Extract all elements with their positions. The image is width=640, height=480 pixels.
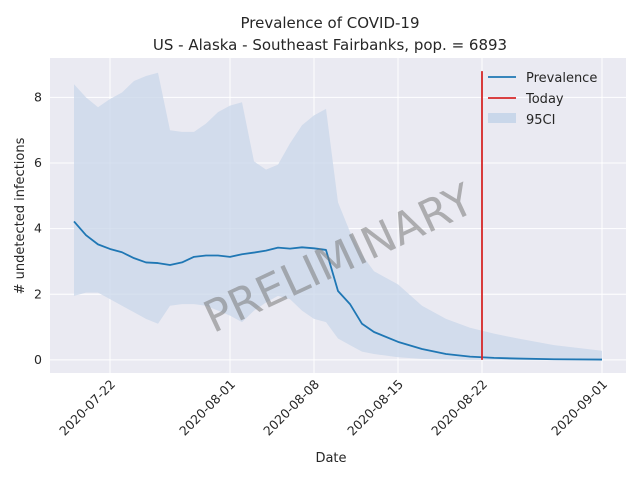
chart-title: Prevalence of COVID-19: [240, 14, 419, 32]
x-tick-label: 2020-07-22: [56, 377, 118, 439]
x-axis-label: Date: [315, 451, 346, 466]
x-axis-ticks: 2020-07-22 2020-08-01 2020-08-08 2020-08-15…: [56, 376, 610, 438]
prevalence-line-layer: [73, 220, 603, 361]
y-axis-ticks: 0 2 4 6 8: [34, 89, 42, 367]
y-tick-label: 0: [34, 352, 42, 367]
prevalence-line: [73, 220, 603, 361]
y-tick-label: 4: [34, 221, 42, 236]
y-tick-label: 8: [34, 89, 42, 104]
legend: Prevalence Today 95CI: [488, 71, 597, 128]
ci-band-layer: [74, 72, 602, 360]
x-tick-label: 2020-08-08: [260, 376, 322, 438]
ci-band: [74, 72, 602, 360]
y-axis-label: # undetected infections: [13, 137, 28, 294]
legend-label-ci: 95CI: [526, 113, 555, 128]
legend-label-today: Today: [525, 92, 564, 107]
legend-label-prevalence: Prevalence: [526, 71, 597, 86]
legend-swatch-ci: [488, 113, 516, 123]
x-tick-label: 2020-08-15: [344, 377, 406, 439]
y-tick-label: 6: [34, 155, 42, 170]
x-tick-label: 2020-08-22: [428, 377, 490, 439]
chart-subtitle: US - Alaska - Southeast Fairbanks, pop. …: [153, 36, 507, 54]
x-tick-label: 2020-09-01: [548, 377, 610, 439]
y-tick-label: 2: [34, 286, 42, 301]
x-tick-label: 2020-08-01: [176, 377, 238, 439]
